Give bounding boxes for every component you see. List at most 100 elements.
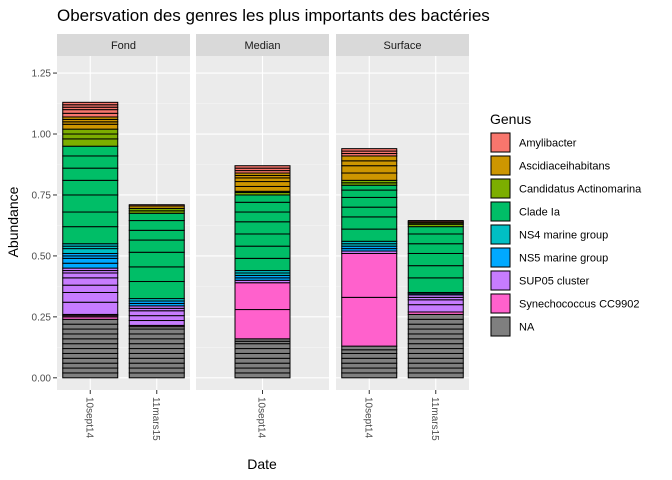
bar-segment — [62, 372, 119, 379]
bar-segment — [128, 204, 185, 207]
bar-segment — [62, 123, 119, 130]
bar-segment — [62, 343, 119, 350]
bar-segment — [407, 367, 464, 374]
legend-label: NS4 marine group — [519, 230, 608, 242]
legend-item: NA — [490, 316, 535, 337]
legend-label: SUP05 cluster — [519, 276, 590, 288]
bar-segment — [62, 101, 119, 106]
bar-segment — [407, 352, 464, 359]
bar-segment — [407, 357, 464, 364]
legend-item: Clade Ia — [490, 201, 561, 222]
bar-segment — [341, 172, 398, 181]
bar-segment — [341, 252, 398, 298]
bar-segment — [234, 177, 291, 183]
bar-segment — [128, 348, 185, 354]
bar-surface-11mars15 — [407, 220, 464, 379]
facet-strip-label: Fond — [111, 40, 136, 52]
facet-strip-label: Surface — [384, 40, 422, 52]
bar-segment — [234, 221, 291, 235]
x-tick-label: 10sept14 — [256, 397, 267, 439]
bar-segment — [407, 323, 464, 330]
legend-item: NS4 marine group — [490, 224, 608, 245]
bar-segment — [62, 333, 119, 340]
y-axis: 0.00 0.25 0.50 0.75 1.00 1.25 — [32, 69, 57, 384]
x-tick-label: 11mars15 — [150, 397, 161, 441]
legend-item: NS5 marine group — [490, 247, 608, 268]
bar-segment — [128, 333, 185, 340]
bar-segment — [62, 328, 119, 335]
bar-fond-11mars15 — [128, 204, 185, 379]
bar-surface-10sept14 — [341, 148, 398, 379]
y-tick-label: 0.25 — [32, 312, 52, 323]
bar-segment — [62, 277, 119, 286]
bar-median-10sept14 — [234, 165, 291, 379]
legend-title: Genus — [490, 111, 531, 127]
bar-segment — [62, 226, 119, 245]
bar-segment — [128, 362, 185, 369]
bar-segment — [234, 185, 291, 192]
bar-segment — [407, 348, 464, 354]
bar-segment — [128, 239, 185, 253]
bar-segment — [341, 352, 398, 359]
bar-segment — [62, 362, 119, 369]
bar-segment — [62, 211, 119, 228]
bar-segment — [234, 282, 291, 311]
bar-segment — [341, 372, 398, 379]
legend-label: Synechococcus CC9902 — [519, 299, 639, 311]
bar-segment — [62, 194, 119, 213]
bar-segment — [62, 323, 119, 330]
facet-fond: Fond 10sept14 11mars15 — [57, 34, 190, 441]
bar-segment — [234, 309, 291, 340]
bar-segment — [407, 233, 464, 245]
bar-segment — [407, 299, 464, 306]
bar-fond-10sept14 — [62, 101, 119, 379]
bar-segment — [234, 211, 291, 223]
bar-segment — [62, 291, 119, 303]
bar-segment — [341, 357, 398, 364]
legend-swatch — [490, 224, 511, 245]
legend-swatch — [490, 132, 511, 153]
legend-swatch — [490, 316, 511, 337]
bar-segment — [62, 352, 119, 359]
bar-segment — [234, 257, 291, 272]
y-tick-label: 1.25 — [32, 69, 52, 80]
bar-segment — [234, 372, 291, 379]
bar-segment — [128, 352, 185, 359]
bar-segment — [62, 133, 119, 140]
legend-label: Candidatus Actinomarina — [519, 184, 642, 196]
bar-segment — [341, 216, 398, 230]
bar-segment — [341, 184, 398, 191]
bar-segment — [234, 362, 291, 369]
bar-segment — [341, 165, 398, 174]
bar-segment — [341, 196, 398, 208]
y-tick-label: 0.50 — [32, 251, 52, 262]
bar-segment — [62, 179, 119, 196]
bar-segment — [128, 220, 185, 231]
bar-segment — [234, 245, 291, 259]
bar-segment — [234, 343, 291, 350]
bar-segment — [341, 155, 398, 162]
bar-segment — [234, 367, 291, 374]
y-tick-label: 0.75 — [32, 190, 52, 201]
legend-swatch — [490, 178, 511, 199]
bar-segment — [407, 362, 464, 369]
x-tick-label: 11mars15 — [429, 397, 440, 441]
bar-segment — [128, 328, 185, 335]
bar-segment — [407, 277, 464, 293]
bar-segment — [62, 128, 119, 135]
bar-segment — [341, 228, 398, 242]
bar-segment — [341, 345, 398, 351]
legend-item: Synechococcus CC9902 — [490, 293, 639, 314]
legend-label: Ascidiaceihabitans — [519, 161, 611, 173]
bar-segment — [407, 333, 464, 340]
chart-title: Obersvation des genres les plus importan… — [57, 6, 490, 25]
legend-label: Clade Ia — [519, 207, 561, 219]
bar-segment — [341, 296, 398, 347]
legend-swatch — [490, 270, 511, 291]
bar-segment — [407, 318, 464, 325]
bar-segment — [128, 266, 185, 283]
facet-strip — [196, 34, 329, 56]
x-tick-label: 10sept14 — [362, 397, 373, 439]
bar-segment — [341, 367, 398, 374]
